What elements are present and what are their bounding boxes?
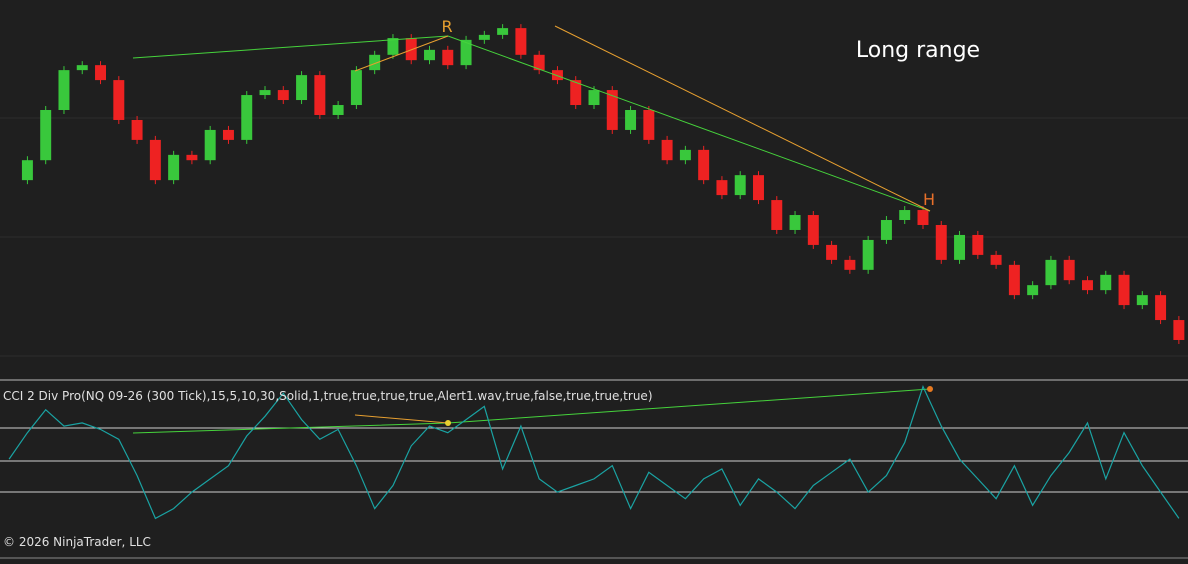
candle (716, 180, 728, 196)
candle (1081, 280, 1093, 291)
candle (625, 110, 637, 130)
candle (387, 38, 399, 55)
candle (1100, 274, 1112, 291)
annotation: H (923, 190, 935, 209)
candle (113, 80, 125, 120)
candle (1118, 274, 1130, 306)
candle (131, 119, 143, 140)
candle (807, 215, 819, 245)
candle (149, 139, 161, 181)
candle (332, 105, 344, 115)
grid (0, 117, 1188, 357)
candle (643, 110, 655, 140)
candle (771, 200, 783, 230)
candle (40, 110, 52, 161)
candle (424, 49, 435, 61)
cci-line (8, 384, 1180, 520)
annotation: R (441, 17, 452, 36)
candle (1155, 295, 1167, 321)
candle (1136, 295, 1148, 306)
candle (972, 234, 984, 255)
candle (1063, 259, 1075, 281)
candle (679, 149, 691, 161)
candle (241, 95, 253, 140)
candle (990, 254, 1002, 265)
candle (789, 215, 801, 230)
candle (533, 54, 545, 71)
candle (478, 34, 490, 40)
candle (442, 49, 454, 66)
candle (935, 224, 947, 260)
candle (698, 149, 710, 181)
price-pane (21, 24, 1185, 344)
candle (186, 154, 198, 161)
chart-title: Long range (856, 38, 980, 63)
candle (277, 90, 289, 101)
candle (826, 244, 838, 260)
candle (1173, 320, 1185, 340)
candle (588, 90, 600, 106)
candle (954, 234, 966, 260)
candle (95, 65, 107, 81)
candle (497, 28, 509, 35)
candle (21, 160, 33, 181)
candle (168, 154, 180, 181)
candle (862, 239, 874, 270)
candle (58, 70, 70, 111)
cci-pane (8, 384, 1180, 520)
candle (259, 90, 271, 96)
candle (661, 139, 673, 161)
candle (204, 129, 216, 161)
candle (314, 75, 326, 115)
candle (899, 210, 911, 221)
candle (880, 220, 892, 240)
candle (369, 54, 381, 71)
indicator-label: CCI 2 Div Pro(NQ 09-26 (300 Tick),15,5,1… (3, 389, 653, 403)
candle (606, 90, 618, 130)
candle (515, 28, 527, 55)
candle (296, 75, 308, 101)
divergence-lines (132, 25, 933, 434)
candle (405, 38, 417, 61)
candle (570, 80, 582, 106)
candle (350, 70, 362, 106)
copyright: © 2026 NinjaTrader, LLC (3, 535, 151, 549)
candle (917, 210, 929, 225)
candle (222, 129, 234, 140)
candle (551, 70, 563, 81)
candle (734, 175, 746, 196)
candle (460, 39, 472, 66)
candle (1045, 259, 1057, 286)
candle (844, 259, 856, 270)
candle (1027, 285, 1039, 296)
candle (753, 175, 764, 201)
candle (76, 65, 88, 71)
candle (1008, 264, 1020, 296)
